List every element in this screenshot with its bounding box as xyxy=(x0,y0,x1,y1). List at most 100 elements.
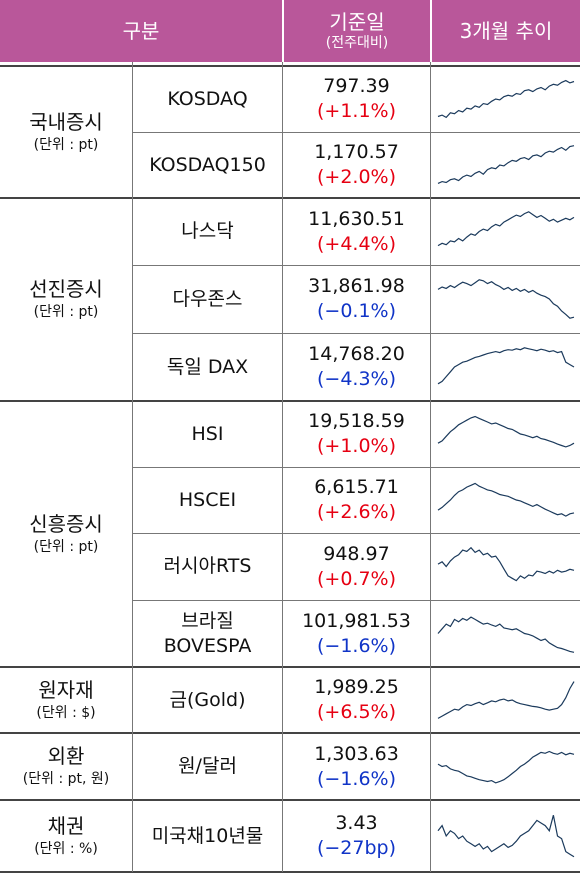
row-change: (+1.0%) xyxy=(316,435,396,457)
sparkline-chart xyxy=(437,279,574,319)
grid-line-minor xyxy=(133,600,580,601)
row-sparkline-cell xyxy=(431,66,580,132)
row-value-cell: 1,303.63 (−1.6%) xyxy=(283,733,430,800)
row-name: 미국채10년물 xyxy=(151,824,264,847)
row-value: 31,861.98 xyxy=(308,275,405,297)
row-value: 1,303.63 xyxy=(314,742,399,765)
header-trend-label: 3개월 추이 xyxy=(459,19,553,43)
row-sparkline-cell xyxy=(431,265,580,333)
grid-line-minor xyxy=(133,132,580,133)
row-value: 1,170.57 xyxy=(314,141,399,163)
sparkline-series xyxy=(437,681,575,719)
row-name-cell: 미국채10년물 xyxy=(133,800,282,872)
row-value-cell: 1,170.57 (+2.0%) xyxy=(283,132,430,198)
category-unit: (단위 : $) xyxy=(36,704,96,721)
category-title: 국내증시 xyxy=(29,109,103,134)
header-base-date: 기준일 (전주대비) xyxy=(284,0,430,62)
row-name-cell: 다우존스 xyxy=(133,265,282,333)
row-name-cell: 원/달러 xyxy=(133,733,282,800)
sparkline-series xyxy=(437,815,574,858)
row-value-cell: 101,981.53 (−1.6%) xyxy=(283,600,430,667)
row-name-cell: HSCEI xyxy=(133,467,282,533)
grid-line-minor xyxy=(133,533,580,534)
row-sparkline-cell xyxy=(431,733,580,800)
row-name-cell: 나스닥 xyxy=(133,198,282,265)
sparkline-chart xyxy=(437,347,574,385)
row-change: (−4.3%) xyxy=(316,368,396,390)
row-value: 797.39 xyxy=(323,75,390,97)
row-name-cell: 금(Gold) xyxy=(133,667,282,733)
category-cell: 채권 (단위 : %) xyxy=(0,800,132,872)
sparkline-series xyxy=(437,347,574,385)
row-name: HSCEI xyxy=(178,488,237,511)
sparkline-chart xyxy=(437,681,575,719)
grid-line-major xyxy=(0,666,580,668)
sparkline-chart xyxy=(437,211,574,247)
table-header: 구분 기준일 (전주대비) 3개월 추이 xyxy=(0,0,580,62)
row-change: (−1.6%) xyxy=(316,767,396,790)
sparkline-series xyxy=(437,546,574,582)
row-sparkline-cell xyxy=(431,533,580,600)
category-title: 원자재 xyxy=(38,677,94,702)
grid-line-major xyxy=(0,732,580,734)
category-cell: 원자재 (단위 : $) xyxy=(0,667,132,733)
row-name-cell: 러시아RTS xyxy=(133,533,282,600)
sparkline-series xyxy=(437,415,574,448)
sparkline-series xyxy=(437,211,574,247)
row-name: BOVESPA xyxy=(163,634,252,657)
sparkline-chart xyxy=(437,415,574,448)
grid-line-major xyxy=(0,400,580,402)
sparkline-series xyxy=(437,145,574,184)
row-change: (+0.7%) xyxy=(316,567,396,590)
row-name: KOSDAQ xyxy=(167,87,248,110)
row-name: 나스닥 xyxy=(181,220,234,242)
category-cell: 국내증시 (단위 : pt) xyxy=(0,66,132,198)
category-cell: 선진증시 (단위 : pt) xyxy=(0,198,132,401)
grid-line-vertical xyxy=(282,62,283,872)
grid-line-vertical xyxy=(430,62,431,872)
row-value: 101,981.53 xyxy=(302,609,411,632)
grid-line-vertical xyxy=(132,62,133,872)
sparkline-chart xyxy=(437,616,574,653)
category-unit: (단위 : pt) xyxy=(33,538,99,555)
sparkline-chart xyxy=(437,546,574,582)
sparkline-series xyxy=(437,279,574,319)
category-unit: (단위 : pt) xyxy=(33,304,99,320)
sparkline-chart xyxy=(437,79,574,119)
row-sparkline-cell xyxy=(431,667,580,733)
sparkline-chart xyxy=(437,145,574,184)
row-change: (+2.0%) xyxy=(316,166,396,188)
row-value: 3.43 xyxy=(335,812,378,834)
row-value-cell: 6,615.71 (+2.6%) xyxy=(283,467,430,533)
row-name: 독일 DAX xyxy=(166,355,249,378)
row-value-cell: 1,989.25 (+6.5%) xyxy=(283,667,430,733)
sparkline-chart xyxy=(437,482,574,517)
row-sparkline-cell xyxy=(431,401,580,467)
header-divider xyxy=(430,0,432,62)
row-change: (−0.1%) xyxy=(316,300,396,322)
header-divider xyxy=(282,0,284,62)
row-change: (+1.1%) xyxy=(316,100,396,122)
row-name: 러시아RTS xyxy=(163,555,252,577)
row-name: KOSDAQ150 xyxy=(149,153,266,176)
sparkline-series xyxy=(437,616,574,653)
grid-line-major xyxy=(0,197,580,199)
header-category-label: 구분 xyxy=(122,19,160,43)
grid-line-minor xyxy=(133,467,580,468)
row-name: 원/달러 xyxy=(178,755,237,777)
sparkline-series xyxy=(437,482,574,517)
row-name: 다우존스 xyxy=(172,287,243,310)
row-value: 19,518.59 xyxy=(308,410,405,432)
row-value: 1,989.25 xyxy=(314,676,399,698)
sparkline-chart xyxy=(437,750,574,784)
row-value: 11,630.51 xyxy=(308,207,405,230)
row-value-cell: 31,861.98 (−0.1%) xyxy=(283,265,430,333)
row-value-cell: 948.97 (+0.7%) xyxy=(283,533,430,600)
row-name: HSI xyxy=(191,422,224,445)
category-title: 채권 xyxy=(47,813,85,838)
row-value-cell: 3.43 (−27bp) xyxy=(283,800,430,872)
header-base-date-label: 기준일 xyxy=(329,10,385,34)
row-name-cell: 브라질 BOVESPA xyxy=(133,600,282,667)
row-change: (+4.4%) xyxy=(316,232,396,255)
